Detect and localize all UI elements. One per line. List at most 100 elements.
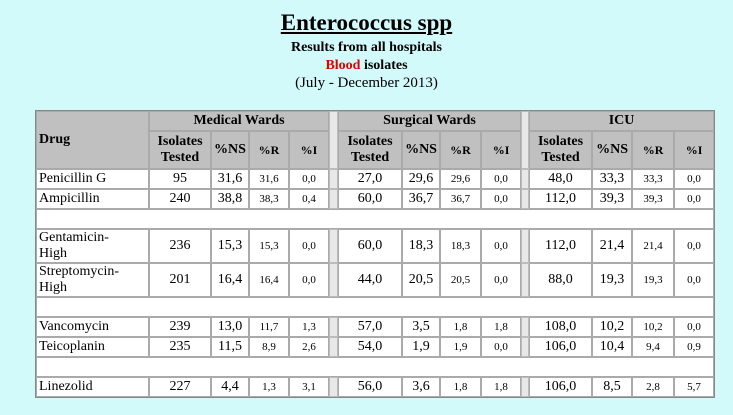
value-cell: 227	[149, 377, 211, 397]
value-cell: 18,3	[402, 229, 441, 263]
value-cell: 33,3	[632, 169, 675, 189]
value-cell: 16,4	[249, 263, 289, 297]
gap-cell	[521, 263, 530, 297]
gap-cell	[329, 317, 339, 337]
gap-cell	[329, 169, 339, 189]
gap-cell	[521, 169, 530, 189]
value-cell: 106,0	[529, 337, 593, 357]
column-header: Isolates Tested	[338, 131, 403, 169]
value-cell: 33,3	[592, 169, 633, 189]
group-header: Surgical Wards	[338, 111, 522, 131]
value-cell: 1,8	[440, 377, 482, 397]
drug-cell: Gentamicin-High	[36, 229, 149, 263]
value-cell: 57,0	[338, 317, 403, 337]
drug-cell: Penicillin G	[36, 169, 149, 189]
value-cell: 15,3	[211, 229, 249, 263]
value-cell: 27,0	[338, 169, 403, 189]
value-cell: 18,3	[440, 229, 482, 263]
column-header: %NS	[402, 131, 441, 169]
drug-cell: Streptomycin-High	[36, 263, 149, 297]
value-cell: 15,3	[249, 229, 289, 263]
value-cell: 21,4	[592, 229, 633, 263]
specimen-rest: isolates	[363, 58, 408, 73]
value-cell: 95	[149, 169, 211, 189]
column-header: Isolates Tested	[529, 131, 593, 169]
drug-header: Drug	[36, 111, 149, 169]
column-header: %NS	[211, 131, 249, 169]
gap-cell	[521, 337, 530, 357]
column-header: Isolates Tested	[149, 131, 211, 169]
value-cell: 8,5	[592, 377, 633, 397]
value-cell: 0,0	[674, 189, 715, 209]
value-cell: 201	[149, 263, 211, 297]
value-cell: 20,5	[402, 263, 441, 297]
drug-name: Ampicillin	[39, 191, 100, 206]
value-cell: 0,0	[674, 317, 715, 337]
value-cell: 2,6	[289, 337, 330, 357]
value-cell: 48,0	[529, 169, 593, 189]
column-header: %R	[632, 131, 675, 169]
spacer-row	[36, 209, 715, 229]
value-cell: 0,0	[481, 229, 522, 263]
value-cell: 38,3	[249, 189, 289, 209]
value-cell: 0,4	[289, 189, 330, 209]
specimen-highlight: Blood	[325, 58, 361, 73]
data-row: Streptomycin-High 201 16,4 16,4 0,0 44,0 20,5 2…	[36, 263, 715, 297]
value-cell: 0,0	[674, 169, 715, 189]
subtitle: Results from all hospitals	[290, 40, 443, 55]
value-cell: 11,5	[211, 337, 249, 357]
drug-name: Streptomycin-High	[39, 264, 120, 295]
value-cell: 5,7	[674, 377, 715, 397]
value-cell: 0,0	[674, 229, 715, 263]
data-row: Vancomycin 239 13,0 11,7 1,3 57,0 3,5 1,8 1,8 108…	[36, 317, 715, 337]
value-cell: 88,0	[529, 263, 593, 297]
value-cell: 31,6	[249, 169, 289, 189]
value-cell: 3,6	[402, 377, 441, 397]
value-cell: 108,0	[529, 317, 593, 337]
value-cell: 1,9	[402, 337, 441, 357]
value-cell: 0,0	[481, 169, 522, 189]
value-cell: 1,3	[249, 377, 289, 397]
column-header: %R	[440, 131, 482, 169]
header-row: Drug Medical Wards Surgical Wards ICU	[36, 111, 715, 169]
value-cell: 8,9	[249, 337, 289, 357]
drug-name: Gentamicin-High	[39, 230, 109, 261]
value-cell: 1,8	[440, 317, 482, 337]
drug-name: Linezolid	[39, 379, 93, 394]
value-cell: 10,2	[592, 317, 633, 337]
value-cell: 2,8	[632, 377, 675, 397]
value-cell: 29,6	[402, 169, 441, 189]
value-cell: 19,3	[632, 263, 675, 297]
data-row: Gentamicin-High 236 15,3 15,3 0,0 60,0 18,3 18,…	[36, 229, 715, 263]
drug-name: Teicoplanin	[39, 339, 105, 354]
gap-cell	[521, 317, 530, 337]
value-cell: 3,5	[402, 317, 441, 337]
value-cell: 1,3	[289, 317, 330, 337]
value-cell: 0,0	[289, 169, 330, 189]
value-cell: 10,4	[592, 337, 633, 357]
spacer-cell	[36, 357, 715, 377]
value-cell: 39,3	[592, 189, 633, 209]
value-cell: 240	[149, 189, 211, 209]
spacer-cell	[36, 209, 715, 229]
column-header: %I	[481, 131, 522, 169]
value-cell: 3,1	[289, 377, 330, 397]
value-cell: 36,7	[440, 189, 482, 209]
drug-cell: Teicoplanin	[36, 337, 149, 357]
gap-cell	[521, 229, 530, 263]
value-cell: 13,0	[211, 317, 249, 337]
gap-cell	[329, 377, 339, 397]
value-cell: 16,4	[211, 263, 249, 297]
data-row: Penicillin G 95 31,6 31,6 0,0 27,0 29,6 29,6 0,0…	[36, 169, 715, 189]
value-cell: 38,8	[211, 189, 249, 209]
value-cell: 0,9	[674, 337, 715, 357]
value-cell: 60,0	[338, 229, 403, 263]
value-cell: 56,0	[338, 377, 403, 397]
results-table: Drug Medical Wards Surgical Wards ICU Isolat…	[35, 110, 716, 398]
spacer-row	[36, 357, 715, 377]
value-cell: 1,8	[481, 317, 522, 337]
column-header: %I	[674, 131, 715, 169]
gap-cell	[521, 189, 530, 209]
data-row: Linezolid 227 4,4 1,3 3,1 56,0 3,6 1,8 1,8 106,0 8…	[36, 377, 715, 397]
